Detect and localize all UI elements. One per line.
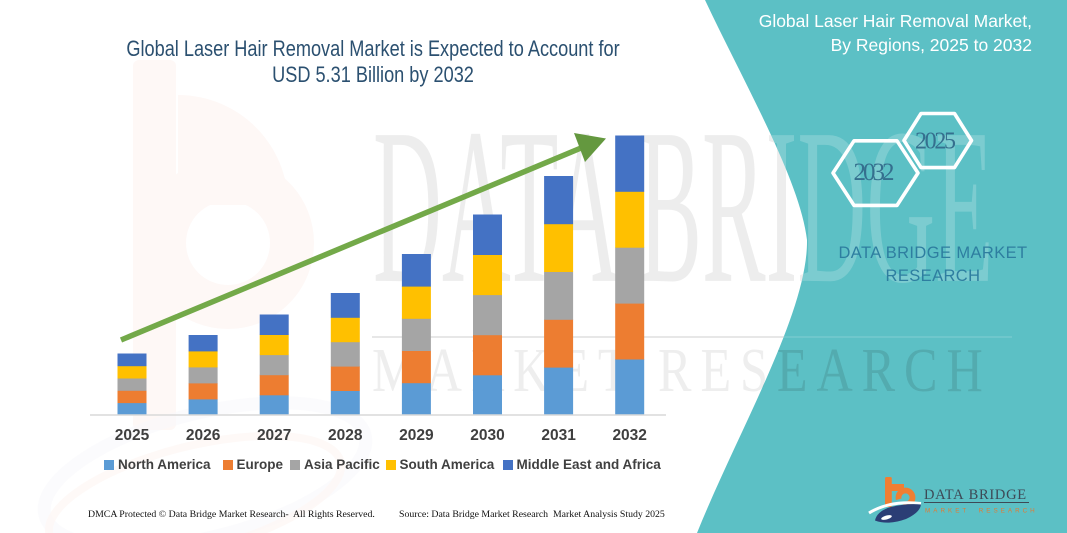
svg-text:MARKET RESEARCH: MARKET RESEARCH bbox=[925, 508, 1038, 515]
svg-text:2032: 2032 bbox=[854, 159, 895, 186]
svg-text:2025: 2025 bbox=[915, 129, 956, 155]
svg-text:DATA BRIDGE: DATA BRIDGE bbox=[924, 487, 1027, 503]
